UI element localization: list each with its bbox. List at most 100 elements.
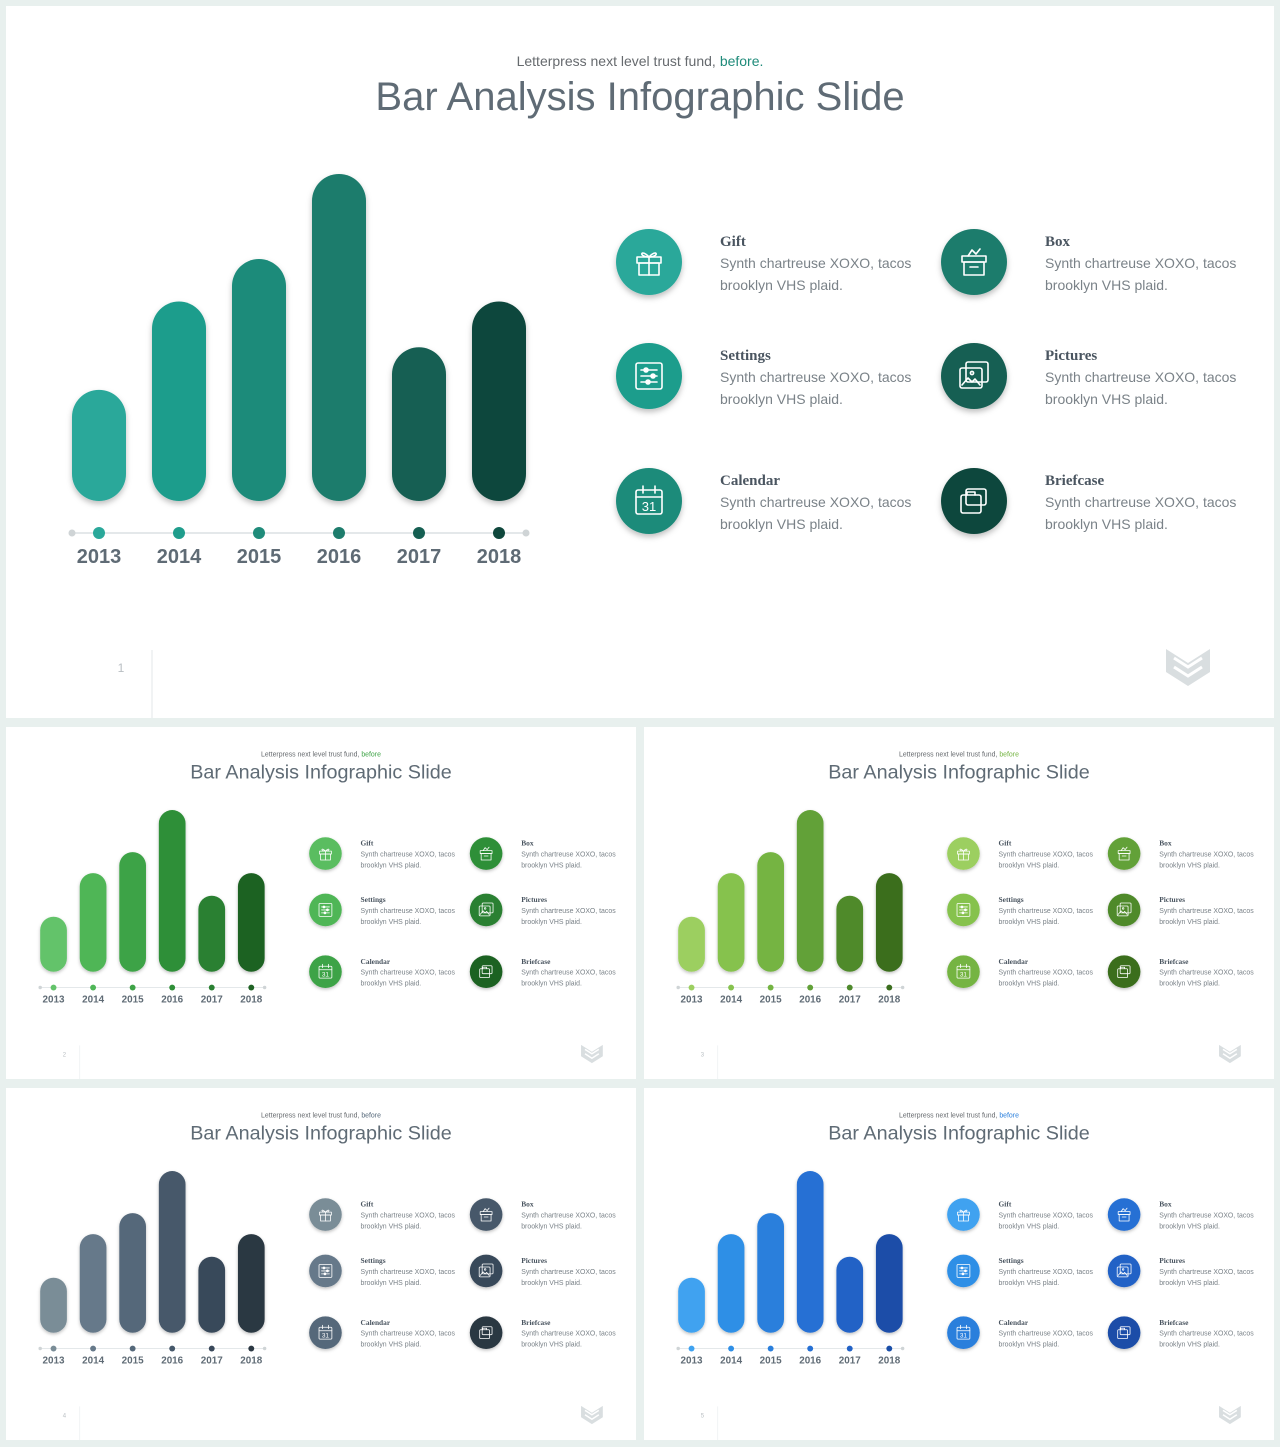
item-calendar: 31 Calendar Synth chartreuse XOXO, tacos br… (616, 468, 911, 534)
chart-end-dot (38, 1346, 42, 1351)
item-desc-line2: brooklyn VHS plaid. (1159, 1223, 1220, 1230)
slide-subtitle: Letterpress next level trust fund, before (261, 1113, 381, 1120)
year-label: 2018 (240, 994, 262, 1005)
slide-subtitle: Letterpress next level trust fund, before… (517, 53, 764, 69)
logo-icon (581, 1405, 603, 1425)
item-title: Gift (999, 1200, 1012, 1209)
bar-2014 (79, 873, 107, 972)
calendar-icon: 31 (318, 1324, 333, 1340)
slide-2-canvas: Letterpress next level trust fund, before… (38, 752, 616, 1079)
item-circle (469, 1254, 503, 1288)
logo-icon (1219, 1044, 1241, 1064)
slide-2: Letterpress next level trust fund, before… (6, 727, 636, 1079)
item-circle (469, 955, 503, 989)
item-desc-line2: brooklyn VHS plaid. (1159, 1342, 1220, 1349)
year-label: 2018 (878, 1355, 900, 1366)
item-settings: Settings Synth chartreuse XOXO, tacos broo… (309, 1254, 456, 1288)
slide-4-canvas: Letterpress next level trust fund, before… (38, 1113, 616, 1440)
bar-2018 (237, 1234, 265, 1333)
year-dot-2015 (767, 1345, 774, 1352)
pictures-icon (478, 902, 494, 917)
chart-end-dot (900, 985, 905, 990)
item-box: Box Synth chartreuse XOXO, tacos brooklyn … (469, 837, 616, 870)
bar-2013 (40, 916, 67, 972)
year-dot-2014 (173, 527, 185, 539)
subtitle-highlight: before (999, 752, 1019, 759)
item-desc-line1: Synth chartreuse XOXO, tacos (1159, 1213, 1254, 1220)
year-dot-2016 (333, 527, 345, 539)
item-desc-line2: brooklyn VHS plaid. (999, 981, 1060, 988)
item-title: Briefcase (1159, 957, 1189, 966)
year-label: 2015 (760, 994, 782, 1005)
year-dot-2014 (728, 984, 735, 991)
item-circle (309, 955, 342, 989)
item-desc-line1: Synth chartreuse XOXO, tacos (361, 908, 456, 915)
year-label: 2015 (760, 1355, 782, 1366)
slide-subtitle: Letterpress next level trust fund, before (899, 1113, 1019, 1120)
calendar-day-text: 31 (960, 972, 968, 979)
chart-end-dot (900, 1346, 905, 1351)
slide-3-canvas: Letterpress next level trust fund, before… (676, 752, 1254, 1079)
item-desc-line1: Synth chartreuse XOXO, tacos (521, 1331, 616, 1338)
item-box: Box Synth chartreuse XOXO, tacos brooklyn … (941, 229, 1236, 295)
slide-title: Bar Analysis Infographic Slide (190, 761, 452, 783)
slide-1: Letterpress next level trust fund, before… (6, 6, 1274, 718)
year-dot-2014 (90, 984, 97, 991)
bar-2017 (836, 895, 864, 972)
item-desc-line1: Synth chartreuse XOXO, tacos (1159, 1269, 1254, 1276)
year-dot-2015 (129, 984, 136, 991)
bar-2016 (312, 174, 366, 501)
page-number: 5 (701, 1413, 705, 1419)
year-label: 2017 (839, 994, 861, 1005)
year-dot-2018 (493, 527, 505, 539)
year-dot-2013 (50, 1345, 57, 1352)
item-briefcase: Briefcase Synth chartreuse XOXO, tacos bro… (469, 1316, 616, 1350)
item-desc-line1: Synth chartreuse XOXO, tacos (1045, 369, 1236, 385)
calendar-day-text: 31 (322, 1333, 330, 1340)
item-desc-line2: brooklyn VHS plaid. (1159, 1280, 1220, 1287)
item-desc-line2: brooklyn VHS plaid. (999, 862, 1060, 869)
gift-icon (957, 848, 970, 861)
settings-icon (318, 903, 333, 917)
item-desc-line2: brooklyn VHS plaid. (999, 919, 1060, 926)
item-title: Settings (720, 348, 771, 364)
bar-2017 (392, 347, 446, 501)
gift-icon (319, 1209, 332, 1222)
subtitle-text: Letterpress next level trust fund, (261, 1113, 359, 1120)
year-label: 2013 (77, 546, 122, 568)
item-title: Pictures (1045, 348, 1097, 364)
bar-2014 (717, 873, 745, 972)
item-gift: Gift Synth chartreuse XOXO, tacos brooklyn… (947, 1198, 1094, 1231)
bar-2015 (119, 1213, 146, 1333)
item-briefcase: Briefcase Synth chartreuse XOXO, tacos bro… (469, 955, 616, 989)
calendar-day-text: 31 (322, 972, 330, 979)
year-label: 2014 (720, 994, 742, 1005)
year-label: 2017 (839, 1355, 861, 1366)
year-dot-2013 (93, 527, 105, 539)
year-dot-2015 (767, 984, 774, 991)
calendar-day-text: 31 (960, 1333, 968, 1340)
item-desc-line2: brooklyn VHS plaid. (999, 1342, 1060, 1349)
year-label: 2017 (201, 994, 223, 1005)
item-circle (309, 1316, 342, 1350)
item-desc-line2: brooklyn VHS plaid. (521, 862, 582, 869)
slide-title: Bar Analysis Infographic Slide (190, 1122, 452, 1144)
item-desc-line1: Synth chartreuse XOXO, tacos (1045, 494, 1236, 510)
year-dot-2016 (169, 984, 176, 991)
item-desc-line1: Synth chartreuse XOXO, tacos (1159, 970, 1254, 977)
pictures-icon (1116, 1263, 1132, 1278)
subtitle-text: Letterpress next level trust fund, (261, 752, 359, 759)
bar-chart: 2013 2014 2015 2016 2017 2018 (676, 1171, 905, 1366)
item-title: Gift (361, 1200, 374, 1209)
item-desc-line1: Synth chartreuse XOXO, tacos (999, 852, 1094, 859)
item-circle (947, 1316, 980, 1350)
year-label: 2016 (317, 546, 362, 568)
year-label: 2017 (201, 1355, 223, 1366)
item-title: Settings (361, 1256, 386, 1265)
item-title: Box (1045, 234, 1071, 250)
chart-end-dot (262, 1346, 267, 1351)
year-label: 2013 (681, 1355, 703, 1366)
calendar-icon: 31 (635, 485, 663, 515)
calendar-icon: 31 (318, 963, 333, 979)
item-desc-line1: Synth chartreuse XOXO, tacos (999, 1269, 1094, 1276)
